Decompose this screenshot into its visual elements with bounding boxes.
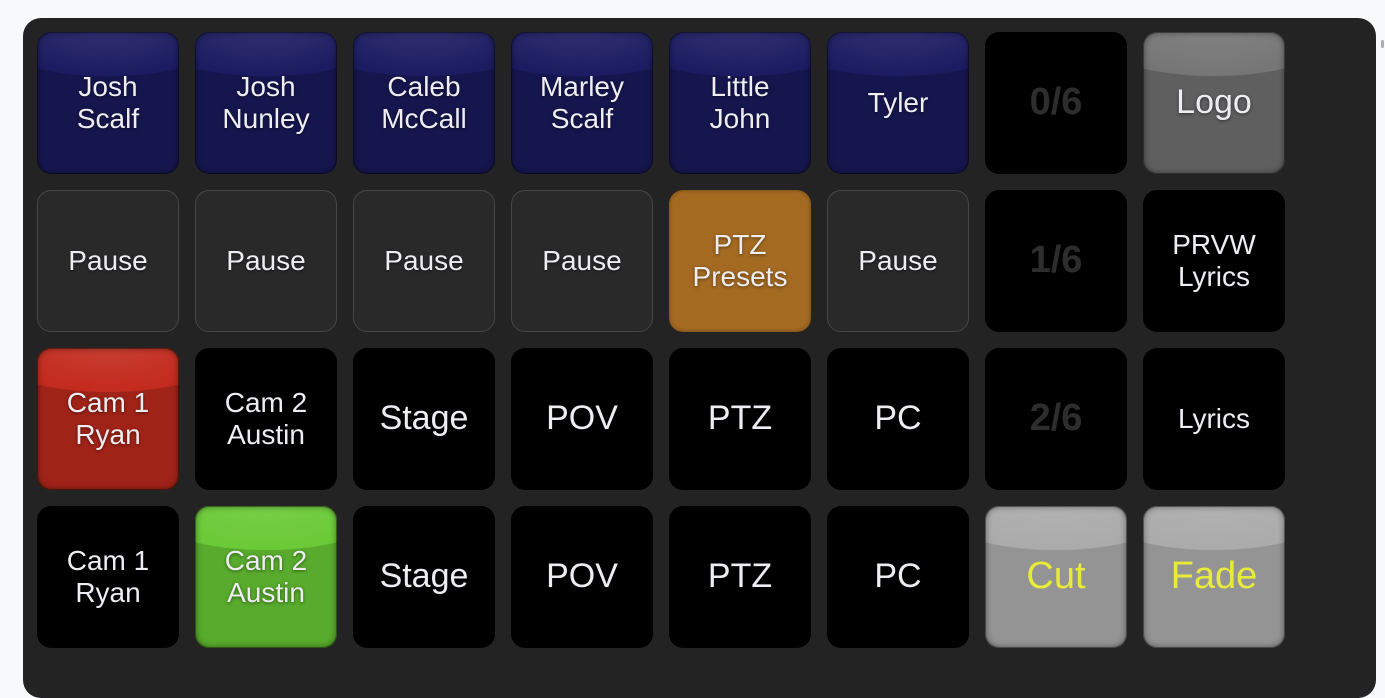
button-label: PC bbox=[874, 557, 922, 596]
cut-button[interactable]: Cut bbox=[985, 506, 1127, 648]
page-indicator-1-6[interactable]: 1/6 bbox=[985, 190, 1127, 332]
button-label: Cam 2 Austin bbox=[224, 544, 308, 608]
button-label: Stage bbox=[379, 557, 469, 596]
pause-button-5[interactable]: Pause bbox=[827, 190, 969, 332]
logo-button[interactable]: Logo bbox=[1143, 32, 1285, 174]
program-cam1-ryan-button[interactable]: Cam 1 Ryan bbox=[37, 348, 179, 490]
little-john-button[interactable]: Little John bbox=[669, 32, 811, 174]
button-label: PRVW Lyrics bbox=[1172, 228, 1256, 292]
pause-button-2[interactable]: Pause bbox=[195, 190, 337, 332]
button-label: Caleb McCall bbox=[381, 70, 467, 134]
button-label: Cam 1 Ryan bbox=[66, 386, 150, 450]
button-label: Pause bbox=[226, 244, 306, 276]
josh-scalf-button[interactable]: Josh Scalf bbox=[37, 32, 179, 174]
button-label: PTZ bbox=[707, 557, 773, 596]
button-label: Pause bbox=[858, 244, 938, 276]
control-surface-panel: Josh Scalf Josh Nunley Caleb McCall Marley … bbox=[23, 18, 1376, 698]
lyrics-button[interactable]: Lyrics bbox=[1143, 348, 1285, 490]
button-label: PC bbox=[874, 399, 922, 438]
ptz-presets-button[interactable]: PTZ Presets bbox=[669, 190, 811, 332]
preview-ptz-button[interactable]: PTZ bbox=[669, 506, 811, 648]
caleb-mccall-button[interactable]: Caleb McCall bbox=[353, 32, 495, 174]
button-label: Pause bbox=[384, 244, 464, 276]
button-label: Josh Scalf bbox=[76, 70, 140, 134]
button-label: Fade bbox=[1170, 555, 1258, 598]
page-indicator-0-6[interactable]: 0/6 bbox=[985, 32, 1127, 174]
preview-cam2-austin-button[interactable]: Cam 2 Austin bbox=[195, 506, 337, 648]
button-label: Tyler bbox=[867, 86, 929, 118]
program-pov-button[interactable]: POV bbox=[511, 348, 653, 490]
button-label: Pause bbox=[68, 244, 148, 276]
pause-button-4[interactable]: Pause bbox=[511, 190, 653, 332]
button-label: Cam 2 Austin bbox=[224, 386, 308, 450]
program-pc-button[interactable]: PC bbox=[827, 348, 969, 490]
preview-cam1-ryan-button[interactable]: Cam 1 Ryan bbox=[37, 506, 179, 648]
program-cam2-austin-button[interactable]: Cam 2 Austin bbox=[195, 348, 337, 490]
marley-scalf-button[interactable]: Marley Scalf bbox=[511, 32, 653, 174]
pause-button-1[interactable]: Pause bbox=[37, 190, 179, 332]
button-label: PTZ Presets bbox=[692, 228, 788, 292]
button-label: 1/6 bbox=[1029, 239, 1083, 282]
button-label: Pause bbox=[542, 244, 622, 276]
button-label: PTZ bbox=[707, 399, 773, 438]
button-label: Little John bbox=[709, 70, 771, 134]
pause-button-3[interactable]: Pause bbox=[353, 190, 495, 332]
prvw-lyrics-button[interactable]: PRVW Lyrics bbox=[1143, 190, 1285, 332]
button-label: Lyrics bbox=[1177, 402, 1251, 434]
button-label: Marley Scalf bbox=[539, 70, 624, 134]
button-label: Josh Nunley bbox=[222, 70, 310, 134]
program-stage-button[interactable]: Stage bbox=[353, 348, 495, 490]
button-label: POV bbox=[546, 399, 618, 438]
button-label: Stage bbox=[379, 399, 469, 438]
button-label: 2/6 bbox=[1029, 397, 1083, 440]
preview-pov-button[interactable]: POV bbox=[511, 506, 653, 648]
josh-nunley-button[interactable]: Josh Nunley bbox=[195, 32, 337, 174]
button-label: POV bbox=[546, 557, 618, 596]
fade-button[interactable]: Fade bbox=[1143, 506, 1285, 648]
button-label: Cam 1 Ryan bbox=[66, 544, 150, 608]
program-ptz-button[interactable]: PTZ bbox=[669, 348, 811, 490]
preview-pc-button[interactable]: PC bbox=[827, 506, 969, 648]
button-label: Logo bbox=[1176, 83, 1252, 122]
preview-stage-button[interactable]: Stage bbox=[353, 506, 495, 648]
page-indicator-2-6[interactable]: 2/6 bbox=[985, 348, 1127, 490]
button-grid: Josh Scalf Josh Nunley Caleb McCall Marley … bbox=[37, 32, 1285, 648]
tyler-button[interactable]: Tyler bbox=[827, 32, 969, 174]
scrollbar-thumb[interactable] bbox=[1381, 40, 1384, 48]
button-label: Cut bbox=[1026, 555, 1086, 598]
button-label: 0/6 bbox=[1029, 81, 1083, 124]
